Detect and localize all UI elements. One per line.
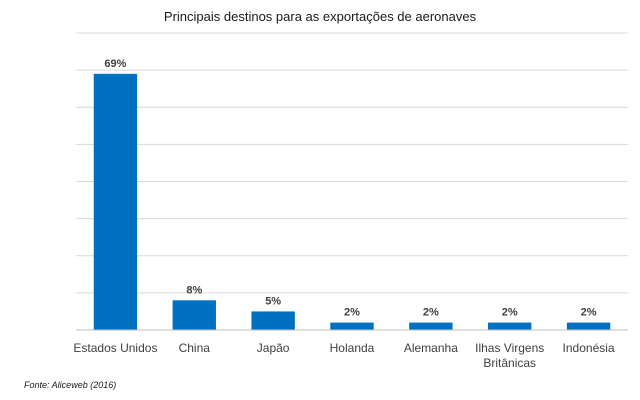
data-label: 8% — [186, 284, 202, 296]
x-tick-label-line: Estados Unidos — [73, 341, 157, 355]
bar — [172, 300, 216, 330]
data-label: 2% — [344, 307, 360, 319]
bars — [93, 73, 611, 331]
data-label: 2% — [581, 307, 597, 319]
x-tick-label: Estados Unidos — [73, 341, 157, 355]
x-tick-label: Alemanha — [404, 341, 458, 355]
data-label: 2% — [502, 307, 518, 319]
x-tick-label: Indonésia — [563, 341, 615, 355]
data-labels: 69% 8% 5% 2% 2% 2% 2% — [104, 58, 596, 319]
gridlines — [76, 32, 628, 294]
source-note: Fonte: Aliceweb (2016) — [24, 380, 116, 390]
x-axis-tick-labels: Estados Unidos China Japão Holanda Alemanha I… — [73, 341, 615, 370]
x-tick-label: Japão — [257, 341, 290, 355]
x-tick-label-line: China — [179, 341, 211, 355]
x-tick-label-line: Alemanha — [404, 341, 458, 355]
x-tick-label-line: Britânicas — [483, 356, 536, 370]
data-label: 5% — [265, 295, 281, 307]
x-tick-label-line: Japão — [257, 341, 290, 355]
bar — [409, 322, 453, 330]
x-tick-label-line: Indonésia — [563, 341, 615, 355]
bar — [488, 322, 532, 330]
bar — [566, 322, 611, 330]
bar — [251, 311, 295, 330]
x-tick-label-line: Ilhas Virgens — [475, 341, 544, 355]
x-tick-label: China — [179, 341, 211, 355]
bar — [330, 322, 374, 330]
x-tick-label: Ilhas Virgens Britânicas — [475, 341, 544, 370]
data-label: 69% — [104, 58, 126, 70]
x-tick-label: Holanda — [330, 341, 375, 355]
x-tick-label-line: Holanda — [330, 341, 375, 355]
chart-title: Principais destinos para as exportações … — [164, 9, 477, 24]
data-label: 2% — [423, 307, 439, 319]
bar — [93, 73, 138, 331]
